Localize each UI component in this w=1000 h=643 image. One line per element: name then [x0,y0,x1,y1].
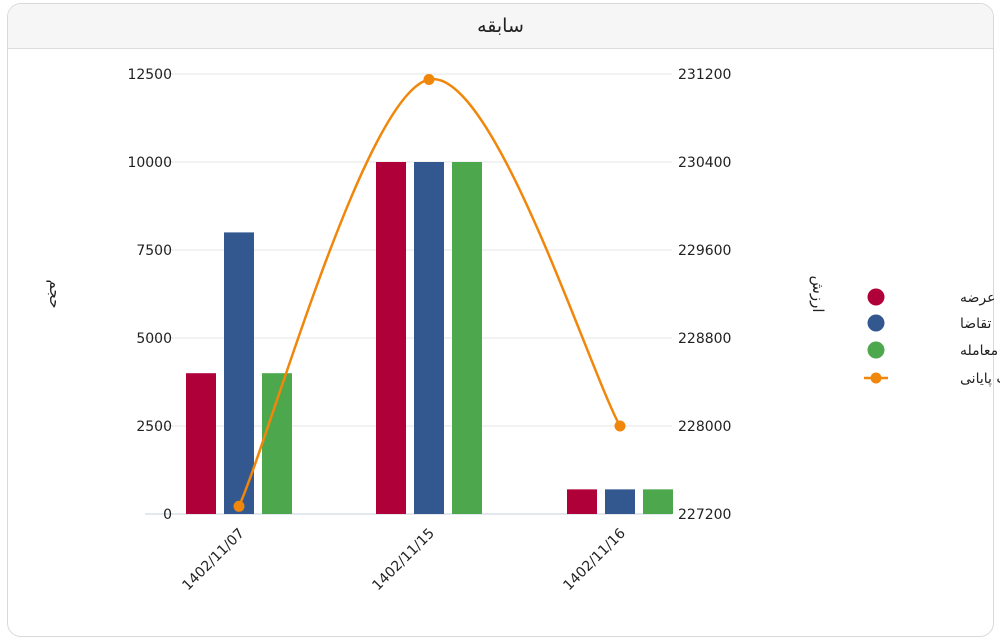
right-axis-title: ارزش [809,276,827,313]
right-tick-label: 230400 [678,155,731,171]
bar-series-2-cat-0[interactable] [262,373,292,514]
legend-item-label[interactable]: معامله [960,343,998,359]
left-tick-label: 2500 [136,419,172,435]
right-tick-label: 228000 [678,419,731,435]
price-point-1[interactable] [423,74,435,85]
legend-item-label[interactable]: تقاضا [960,316,992,332]
card-title: سابقه [477,15,524,37]
legend-marker [867,288,885,306]
price-point-2[interactable] [614,420,626,432]
left-tick-label: 12500 [127,67,172,83]
x-tick-label: 1402/11/16 [560,525,628,593]
bar-series-0-cat-1[interactable] [376,162,406,514]
price-point-0[interactable] [233,500,245,512]
x-tick-label: 1402/11/15 [369,526,437,594]
right-tick-label: 229600 [678,243,731,259]
legend-marker [867,341,885,359]
legend-marker [867,314,885,332]
left-tick-label: 5000 [136,331,172,347]
legend-item-label[interactable]: قیمت پایانی [960,371,1000,387]
legend: عرضه تقاضا معامله قیمت پایانی [864,288,1000,387]
bar-series-2-cat-1[interactable] [452,162,482,514]
bar-series-0-cat-2[interactable] [567,489,597,514]
bar-series-1-cat-1[interactable] [414,162,444,514]
right-tick-label: 228800 [678,331,731,347]
left-axis-title: حجم [46,280,64,309]
bars [186,162,673,514]
left-tick-label: 7500 [136,243,172,259]
x-axis-ticks: 1402/11/07 1402/11/15 1402/11/16 [179,525,628,593]
chart-card: سابقه [7,3,994,637]
legend-marker [870,372,882,384]
left-axis-ticks: 12500 10000 7500 5000 2500 0 [127,67,172,523]
bar-series-1-cat-2[interactable] [605,489,635,514]
right-axis-ticks: 231200 230400 229600 228800 228000 227200 [678,67,731,523]
right-tick-label: 227200 [678,507,731,523]
bar-series-0-cat-0[interactable] [186,373,216,514]
bar-series-2-cat-2[interactable] [643,489,673,514]
bar-series-1-cat-0[interactable] [224,232,254,514]
legend-item-label[interactable]: عرضه [960,290,995,306]
right-tick-label: 231200 [678,67,731,83]
x-tick-label: 1402/11/07 [179,526,247,594]
left-tick-label: 0 [163,507,172,523]
left-tick-label: 10000 [127,155,172,171]
card-header: سابقه [8,4,993,49]
price-line [233,74,626,512]
